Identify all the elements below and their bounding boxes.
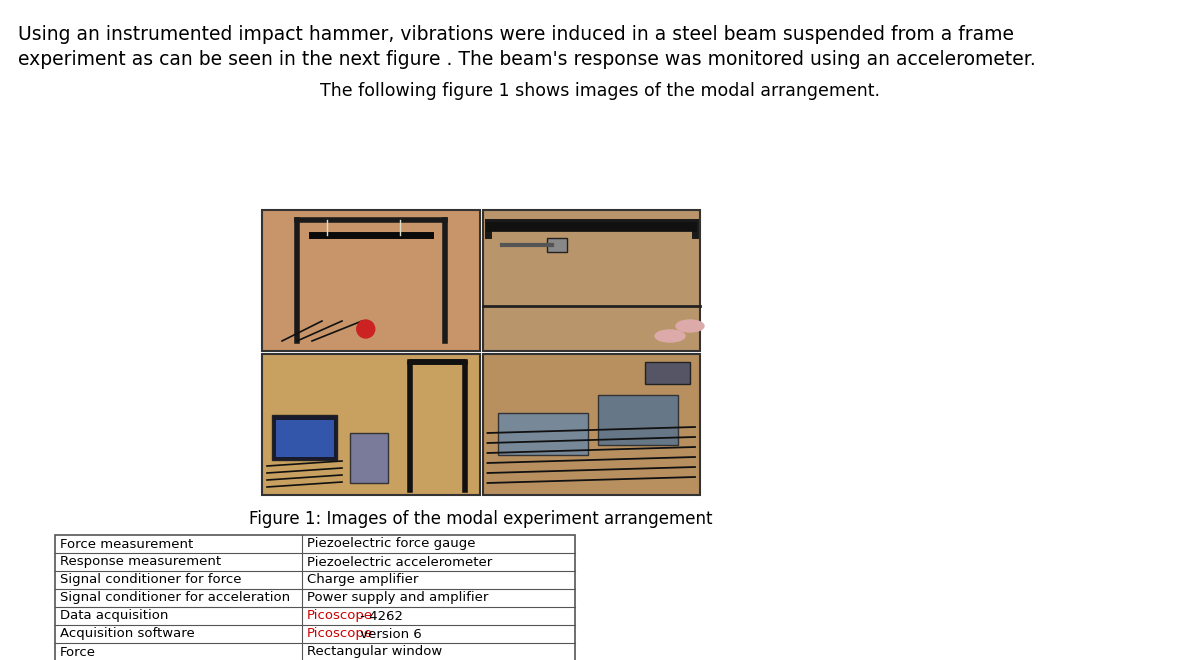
Circle shape [356, 320, 374, 338]
Bar [498, 413, 588, 455]
Text: Signal conditioner for acceleration: Signal conditioner for acceleration [60, 591, 290, 605]
Ellipse shape [655, 330, 685, 342]
Bar [262, 210, 480, 351]
Text: Data acquisition: Data acquisition [60, 609, 168, 622]
Text: Signal conditioner for force: Signal conditioner for force [60, 574, 241, 587]
Bar [350, 433, 388, 483]
Bar [482, 210, 700, 351]
Text: The following figure 1 shows images of the modal arrangement.: The following figure 1 shows images of t… [320, 82, 880, 100]
Text: Piezoelectric accelerometer: Piezoelectric accelerometer [307, 556, 492, 568]
Bar [262, 354, 480, 495]
Bar [275, 419, 334, 457]
Bar [482, 354, 700, 495]
Text: Using an instrumented impact hammer, vibrations were induced in a steel beam sus: Using an instrumented impact hammer, vib… [18, 25, 1014, 44]
Text: Piezoelectric force gauge: Piezoelectric force gauge [307, 537, 475, 550]
Bar [598, 395, 678, 445]
Text: Figure 1: Images of the modal experiment arrangement: Figure 1: Images of the modal experiment… [250, 510, 713, 528]
Bar [272, 415, 337, 460]
Text: version 6: version 6 [356, 628, 422, 640]
Ellipse shape [676, 320, 704, 332]
Text: Charge amplifier: Charge amplifier [307, 574, 419, 587]
Text: Picoscope: Picoscope [307, 628, 373, 640]
Bar [55, 535, 575, 660]
Text: - 4262: - 4262 [356, 609, 403, 622]
Bar [547, 238, 568, 252]
Text: Power supply and amplifier: Power supply and amplifier [307, 591, 488, 605]
Text: Response measurement: Response measurement [60, 556, 221, 568]
Text: Acquisition software: Acquisition software [60, 628, 194, 640]
Text: Picoscope: Picoscope [307, 609, 373, 622]
Text: Force: Force [60, 645, 96, 659]
Bar [646, 362, 690, 384]
Text: Force measurement: Force measurement [60, 537, 193, 550]
Text: Rectangular window: Rectangular window [307, 645, 443, 659]
Text: experiment as can be seen in the next figure . The beam's response was monitored: experiment as can be seen in the next fi… [18, 50, 1036, 69]
